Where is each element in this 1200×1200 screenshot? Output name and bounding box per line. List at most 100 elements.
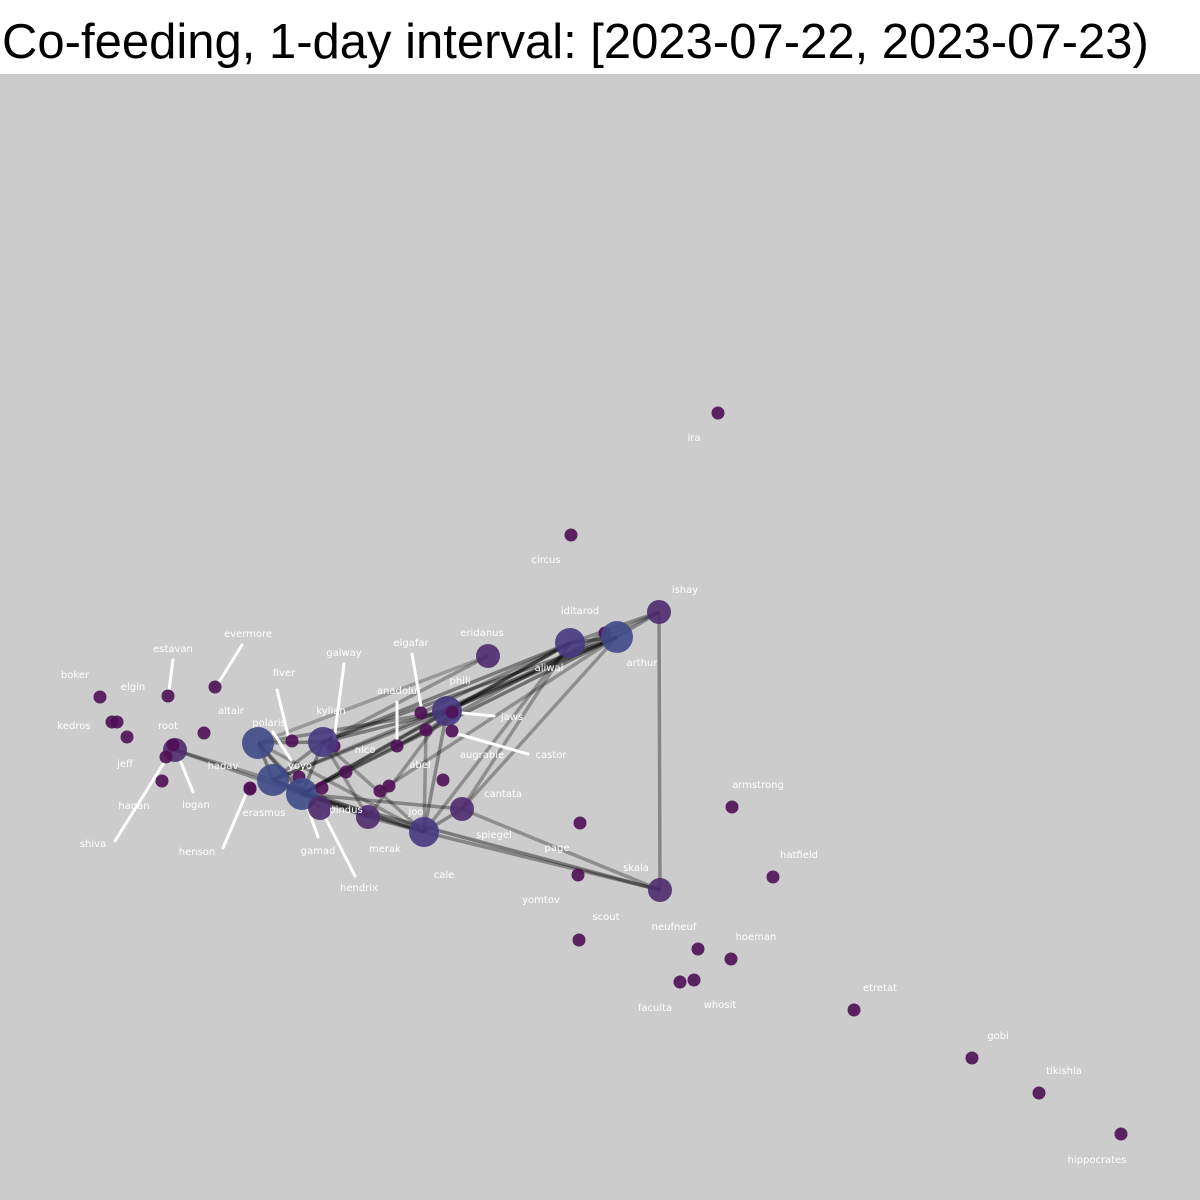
node-elgafar — [414, 706, 428, 720]
node-label-hatfield: hatfield — [780, 850, 818, 861]
node-label-fiver: fiver — [273, 668, 296, 679]
node-nico — [339, 765, 353, 779]
leader-line-evermore — [217, 643, 244, 684]
node-label-hippocrates: hippocrates — [1068, 1155, 1127, 1166]
node-label-evermore: evermore — [224, 629, 272, 640]
node-kylian — [308, 727, 338, 757]
node-yomtov — [571, 868, 585, 882]
node-label-merak: merak — [369, 844, 401, 855]
node-label-faculta: faculta — [638, 1003, 672, 1014]
node-label-root: root — [158, 721, 178, 732]
node-scout — [572, 933, 586, 947]
node-polaris — [242, 727, 274, 759]
node-label-shiva: shiva — [80, 839, 106, 850]
node-henson — [243, 782, 257, 796]
node-label-logan: logan — [182, 800, 210, 811]
edge-arthur-joo — [379, 635, 618, 793]
node-castor — [445, 724, 459, 738]
node-label-gobi: gobi — [987, 1031, 1009, 1042]
node-label-spiegel: spiegel — [476, 830, 512, 841]
node-abel — [436, 773, 450, 787]
node-shiva — [166, 738, 180, 752]
edge-polaris-cale — [257, 741, 425, 834]
node-layer — [93, 406, 1128, 1141]
node-label-jaws: jaws — [500, 712, 523, 723]
leader-line-castor — [456, 732, 530, 756]
node-altair — [197, 726, 211, 740]
node-eridanus — [476, 644, 500, 668]
node-fiver — [285, 734, 299, 748]
node-label-yomtov: yomtov — [522, 895, 560, 906]
node-label-estavan: estavan — [153, 644, 193, 655]
node-merak — [356, 805, 380, 829]
node-tikishla — [1032, 1086, 1046, 1100]
node-gobi — [965, 1051, 979, 1065]
edge-aliwal-cale — [422, 641, 572, 834]
node-estavan — [161, 689, 175, 703]
node-jeff — [120, 730, 134, 744]
node-label-armstrong: armstrong — [732, 780, 784, 791]
node-label-neufneuf: neufneuf — [652, 922, 697, 933]
node-skala — [648, 878, 672, 902]
node-faculta — [673, 975, 687, 989]
node-label-iditarod: iditarod — [561, 606, 599, 617]
node-boker — [93, 690, 107, 704]
node-anadolu — [390, 739, 404, 753]
node-cantata — [450, 797, 474, 821]
node-label-etretat: etretat — [863, 983, 897, 994]
edge-eridanus-kylian — [322, 654, 489, 744]
node-spiegel — [382, 779, 396, 793]
node-label-elgafar: elgafar — [393, 638, 429, 649]
node-pindus — [315, 781, 329, 795]
leader-line-hendrix — [322, 813, 357, 878]
node-page — [573, 816, 587, 830]
node-label-cantata: cantata — [484, 789, 522, 800]
node-label-polaris: polaris — [252, 718, 285, 729]
network-graph: ira circus ishay iditarod arthur eridanus aliw… — [57, 406, 1128, 1166]
edge-cale-skala — [423, 830, 661, 892]
leader-line-shiva — [113, 759, 167, 843]
edge-augrabie-cale — [422, 729, 428, 833]
leader-line-jaws — [460, 711, 496, 718]
node-label-henson: henson — [179, 847, 216, 858]
title-bar: Co-feeding, 1-day interval: [2023-07-22,… — [0, 0, 1200, 74]
node-jaws — [445, 705, 459, 719]
node-evermore — [208, 680, 222, 694]
node-label-hendrix: hendrix — [340, 883, 378, 894]
node-augrabie — [419, 723, 433, 737]
node-label-page: page — [545, 843, 570, 854]
edge-phili-merak — [366, 709, 449, 819]
node-label-elgin: elgin — [121, 682, 145, 693]
node-label-circus: circus — [531, 555, 560, 566]
leader-line-galway — [332, 662, 346, 742]
edge-root-erasmus — [174, 748, 274, 782]
node-hippocrates — [1114, 1127, 1128, 1141]
edge-gamad-cantata — [301, 792, 463, 811]
node-cale — [409, 817, 439, 847]
node-label-hagan: hagan — [118, 801, 149, 812]
label-layer: ira circus ishay iditarod arthur eridanus aliw… — [57, 433, 1126, 1166]
node-hendrix — [308, 796, 332, 820]
edge-phili-cale — [422, 710, 449, 833]
node-label-nico: nico — [355, 745, 376, 756]
edge-aliwal-phili — [446, 641, 571, 713]
node-label-tikishla: tikishla — [1046, 1066, 1082, 1077]
node-label-ishay: ishay — [672, 585, 698, 596]
node-aliwal — [555, 628, 585, 658]
node-label-kylian: kylian — [316, 706, 345, 717]
edge-arthur-phili — [446, 635, 618, 713]
node-armstrong — [725, 800, 739, 814]
node-logan — [159, 750, 173, 764]
node-label-hoeman: hoeman — [736, 932, 777, 943]
node-label-boker: boker — [61, 670, 90, 681]
node-label-augrabie: augrabie — [460, 750, 504, 761]
node-label-pindus: pindus — [329, 805, 362, 816]
node-label-ira: ira — [687, 433, 700, 444]
node-label-yoyo: yoyo — [288, 761, 312, 772]
node-label-hadav: hadav — [208, 761, 239, 772]
node-erasmus — [257, 764, 289, 796]
leader-line-elgafar — [410, 652, 423, 708]
node-arthur — [601, 621, 633, 653]
node-label-abel: abel — [409, 760, 430, 771]
node-etretat — [847, 1003, 861, 1017]
